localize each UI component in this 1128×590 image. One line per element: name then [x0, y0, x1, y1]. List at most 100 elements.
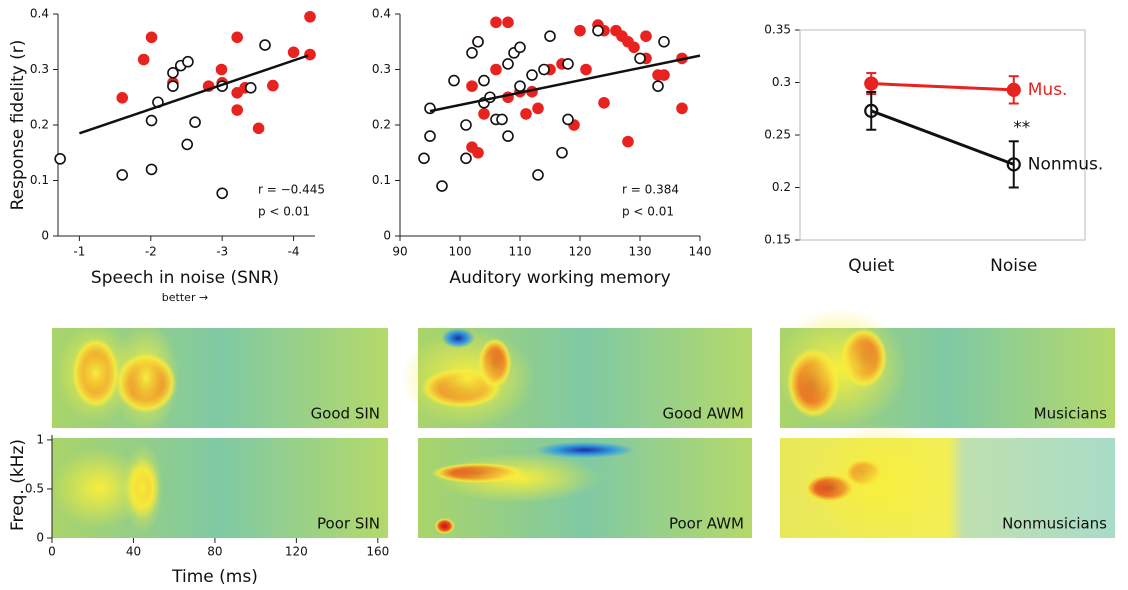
point	[526, 69, 538, 81]
point	[167, 80, 179, 92]
point	[116, 169, 129, 181]
point	[448, 74, 460, 87]
point	[490, 63, 502, 76]
x-tick-label: -1	[73, 245, 85, 259]
point	[182, 55, 194, 68]
point	[574, 24, 586, 37]
series-line	[870, 109, 1015, 166]
point	[116, 92, 129, 104]
y-tick-label: 0.1	[372, 173, 391, 187]
y-tick-label: 0.2	[30, 118, 49, 132]
annotation: r = −0.445	[258, 183, 325, 197]
point	[532, 169, 544, 181]
plot-frame	[799, 29, 1086, 241]
panel-label: Musicians	[1034, 405, 1108, 423]
point	[424, 130, 436, 142]
point	[436, 180, 448, 192]
point	[167, 67, 179, 79]
y-tick-label: 0.3	[372, 62, 391, 76]
panel-label: Nonmusicians	[1002, 515, 1107, 533]
point	[181, 138, 194, 151]
point	[231, 31, 243, 44]
x-tick-label: Quiet	[848, 256, 894, 276]
y-tick-label: 0.1	[30, 173, 49, 187]
point	[598, 97, 610, 109]
point	[1006, 82, 1021, 97]
point	[490, 16, 502, 29]
point	[54, 153, 66, 165]
point	[304, 10, 316, 23]
point	[640, 30, 652, 42]
y-axis-label: Freq. (kHz)	[8, 439, 28, 531]
point	[562, 113, 574, 126]
point	[1006, 157, 1021, 172]
point	[652, 80, 664, 92]
y-tick-label: 0.3	[772, 75, 791, 89]
heatmap-blob	[112, 323, 180, 433]
annotation: **	[1013, 118, 1030, 138]
y-tick-label: 1	[36, 432, 44, 446]
point	[259, 39, 271, 51]
panel-label: Good SIN	[311, 405, 380, 423]
point	[580, 63, 592, 76]
point	[658, 69, 670, 81]
x-tick-label: 120	[569, 245, 592, 259]
x-tick-label: -2	[145, 245, 157, 259]
point	[628, 41, 640, 54]
point	[556, 146, 568, 159]
point	[502, 58, 514, 70]
panel-label: Poor SIN	[317, 515, 380, 533]
series-line	[871, 82, 1014, 92]
heatmap-blob	[434, 453, 602, 503]
x-tick-label: 80	[207, 545, 222, 559]
point	[864, 103, 879, 118]
x-axis-note: better →	[162, 291, 208, 304]
x-tick-label: 110	[509, 245, 532, 259]
point	[145, 114, 158, 127]
y-tick-label: 0.15	[764, 233, 791, 247]
y-tick-label: 0.3	[30, 62, 49, 76]
y-tick-label: 0.4	[372, 7, 391, 21]
annotation: p < 0.01	[258, 205, 310, 219]
x-tick-label: -3	[216, 245, 228, 259]
x-tick-label: 40	[126, 545, 141, 559]
point	[216, 187, 228, 200]
point	[502, 16, 514, 29]
point	[472, 146, 484, 159]
annotation: p < 0.01	[622, 205, 674, 219]
point	[514, 41, 526, 54]
point	[231, 104, 243, 116]
point	[460, 119, 472, 131]
x-tick-label: -4	[288, 245, 300, 259]
x-tick-label: 120	[285, 545, 308, 559]
point	[496, 113, 508, 126]
point	[424, 102, 436, 115]
x-axis-label: Speech in noise (SNR)	[91, 268, 279, 288]
series-label: Mus.	[1028, 80, 1068, 100]
panel-label: Good AWM	[663, 405, 744, 423]
point	[466, 47, 478, 59]
y-tick-label: 0	[383, 229, 391, 243]
y-tick-label: 0	[41, 229, 49, 243]
point	[137, 53, 150, 66]
series-label: Nonmus.	[1028, 154, 1104, 174]
point	[478, 74, 490, 87]
point	[634, 52, 646, 65]
heatmap-blob	[434, 518, 455, 534]
y-tick-label: 0.2	[372, 118, 391, 132]
x-tick-label: 90	[392, 245, 407, 259]
point	[622, 135, 634, 148]
point	[562, 58, 574, 70]
point	[514, 80, 526, 92]
heatmap-blob	[773, 308, 908, 428]
point	[532, 102, 544, 115]
x-axis-label: Auditory working memory	[449, 268, 670, 288]
annotation: r = 0.384	[622, 183, 679, 197]
point	[864, 76, 879, 91]
point	[538, 63, 550, 76]
point	[267, 79, 279, 92]
fit-line	[79, 54, 309, 135]
point	[418, 152, 430, 165]
point	[145, 31, 158, 44]
